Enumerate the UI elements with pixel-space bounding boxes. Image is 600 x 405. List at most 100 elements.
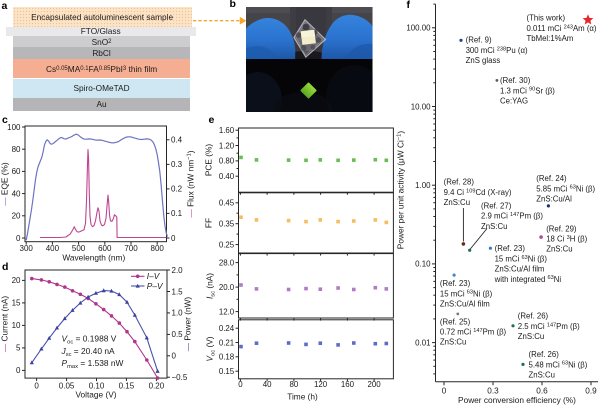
svg-text:0.5: 0.5: [172, 330, 184, 339]
svg-text:0.40: 0.40: [219, 172, 235, 181]
svg-text:(Ref. 27): (Ref. 27): [481, 201, 512, 210]
svg-text:9.4 Ci 109Cd (X-ray): 9.4 Ci 109Cd (X-ray): [444, 188, 512, 197]
svg-text:Ce:YAG: Ce:YAG: [500, 97, 528, 106]
svg-text:120: 120: [314, 380, 328, 389]
svg-text:12.0: 12.0: [219, 307, 235, 316]
svg-text:28.0: 28.0: [219, 258, 235, 267]
svg-text:0.3: 0.3: [171, 160, 183, 169]
svg-text:1.00: 1.00: [415, 181, 431, 190]
svg-text:0: 0: [442, 387, 447, 396]
svg-text:1.5: 1.5: [172, 287, 184, 296]
svg-text:40: 40: [12, 189, 21, 198]
svg-text:5.48 mCi 63Ni (β): 5.48 mCi 63Ni (β): [529, 360, 588, 369]
svg-text:ZnS:Cu: ZnS:Cu: [444, 198, 470, 207]
svg-text:TbMel:1%Am: TbMel:1%Am: [527, 34, 574, 43]
svg-text:0.6: 0.6: [536, 387, 548, 396]
svg-text:0: 0: [16, 234, 21, 243]
svg-text:0: 0: [172, 352, 177, 361]
svg-text:1.60: 1.60: [219, 126, 235, 135]
svg-text:2.0: 2.0: [172, 266, 184, 275]
svg-text:Voltage (V): Voltage (V): [75, 389, 116, 399]
svg-text:100.00: 100.00: [406, 24, 431, 33]
svg-text:160: 160: [341, 380, 355, 389]
svg-text:0.1: 0.1: [171, 209, 183, 218]
svg-text:0.10: 0.10: [415, 260, 431, 269]
svg-text:Power per unit activity (μW Ci: Power per unit activity (μW Ci−1): [396, 131, 406, 250]
svg-text:ZnS:Cu: ZnS:Cu: [440, 338, 466, 347]
svg-text:300: 300: [20, 244, 34, 253]
svg-text:0.18: 0.18: [219, 353, 235, 362]
svg-text:ZnS:Cu/Al: ZnS:Cu/Al: [536, 195, 572, 204]
svg-text:10: 10: [12, 321, 21, 330]
svg-text:0.011 mCi 243Am (α): 0.011 mCi 243Am (α): [527, 24, 597, 33]
svg-text:0.01: 0.01: [415, 338, 430, 347]
svg-text:(This work): (This work): [527, 14, 566, 23]
svg-text:Isc (nA): Isc (nA): [205, 273, 217, 299]
svg-text:with integrated 63Ni: with integrated 63Ni: [494, 275, 562, 284]
svg-text:Voc (V): Voc (V): [205, 336, 217, 361]
svg-text:5.85 mCi 63Ni (β): 5.85 mCi 63Ni (β): [536, 184, 595, 193]
svg-text:600: 600: [98, 244, 112, 253]
svg-text:400: 400: [46, 244, 60, 253]
svg-text:(Ref. 23): (Ref. 23): [440, 279, 471, 288]
svg-text:40: 40: [263, 380, 272, 389]
svg-text:0.10: 0.10: [89, 382, 105, 391]
svg-text:FF: FF: [204, 218, 214, 228]
svg-text:0.20: 0.20: [149, 382, 165, 391]
svg-text:(Ref. 29): (Ref. 29): [546, 224, 577, 233]
svg-text:ZnS:Cu/Al film: ZnS:Cu/Al film: [440, 300, 490, 309]
svg-text:ZnS:Cu/Al film: ZnS:Cu/Al film: [495, 265, 545, 274]
svg-text:20: 20: [12, 212, 21, 221]
svg-text:ZnS:Cu: ZnS:Cu: [481, 222, 507, 231]
svg-text:2.9 mCi 147Pm (β): 2.9 mCi 147Pm (β): [481, 212, 543, 221]
svg-text:0.21: 0.21: [219, 338, 234, 347]
svg-text:20: 20: [12, 276, 21, 285]
svg-text:(Ref. 28): (Ref. 28): [444, 178, 475, 187]
svg-text:0.05: 0.05: [59, 382, 75, 391]
svg-text:Wavelength (nm): Wavelength (nm): [62, 252, 125, 262]
svg-text:200: 200: [368, 380, 382, 389]
svg-text:(Ref. 30): (Ref. 30): [500, 76, 531, 85]
svg-text:1.20: 1.20: [219, 141, 235, 150]
svg-text:0.9: 0.9: [585, 387, 597, 396]
svg-text:(Ref. 26): (Ref. 26): [518, 312, 549, 321]
svg-text:0: 0: [16, 366, 21, 375]
svg-text:(Ref. 24): (Ref. 24): [536, 174, 567, 183]
svg-text:18 Ci 3H (β): 18 Ci 3H (β): [546, 235, 587, 244]
svg-text:ZnS:Cu: ZnS:Cu: [546, 245, 572, 254]
svg-text:Power conversion efficiency (%: Power conversion efficiency (%): [458, 395, 576, 405]
svg-text:800: 800: [151, 244, 165, 253]
svg-text:0.15: 0.15: [119, 382, 135, 391]
svg-text:(Ref. 26): (Ref. 26): [529, 350, 560, 359]
svg-text:— Flux (nW nm−1): — Flux (nW nm−1): [186, 150, 196, 217]
svg-text:500: 500: [72, 244, 86, 253]
svg-text:Time (h): Time (h): [287, 391, 318, 401]
svg-text:P–V: P–V: [147, 281, 164, 291]
svg-text:300 mCi 238Pu (α): 300 mCi 238Pu (α): [466, 46, 528, 55]
svg-text:0.2: 0.2: [171, 185, 183, 194]
svg-text:(Ref. 23): (Ref. 23): [495, 244, 526, 253]
svg-text:— Current (nA): — Current (nA): [0, 296, 10, 352]
svg-text:I–V: I–V: [147, 271, 161, 281]
svg-text:0.24: 0.24: [219, 324, 235, 333]
svg-text:0.80: 0.80: [219, 157, 235, 166]
svg-text:1.3 mCi 90Sr (β): 1.3 mCi 90Sr (β): [500, 86, 555, 95]
svg-text:15 mCi 63Ni (β): 15 mCi 63Ni (β): [440, 289, 493, 298]
svg-text:0: 0: [34, 382, 39, 391]
svg-text:1.0: 1.0: [172, 309, 184, 318]
svg-text:— EQE (%): — EQE (%): [0, 162, 10, 206]
svg-text:2.5 mCi 147Pm (β): 2.5 mCi 147Pm (β): [518, 322, 580, 331]
svg-text:(Ref. 25): (Ref. 25): [440, 317, 471, 326]
svg-text:0.45: 0.45: [219, 199, 235, 208]
svg-text:700: 700: [124, 244, 138, 253]
svg-text:0.4: 0.4: [171, 136, 183, 145]
svg-text:ZnS:Cu: ZnS:Cu: [529, 371, 555, 380]
svg-text:0.15: 0.15: [219, 367, 235, 376]
svg-text:PCE (%): PCE (%): [204, 144, 214, 177]
svg-text:0: 0: [238, 380, 243, 389]
svg-text:Pmax = 1.538 nW: Pmax = 1.538 nW: [62, 358, 124, 370]
svg-text:0.72 mCi 147Pm (β): 0.72 mCi 147Pm (β): [440, 328, 507, 337]
svg-text:0.35: 0.35: [219, 220, 235, 229]
svg-text:Voc = 0.1988 V: Voc = 0.1988 V: [62, 333, 117, 345]
svg-text:Jsc = 20.40 nA: Jsc = 20.40 nA: [61, 346, 115, 358]
